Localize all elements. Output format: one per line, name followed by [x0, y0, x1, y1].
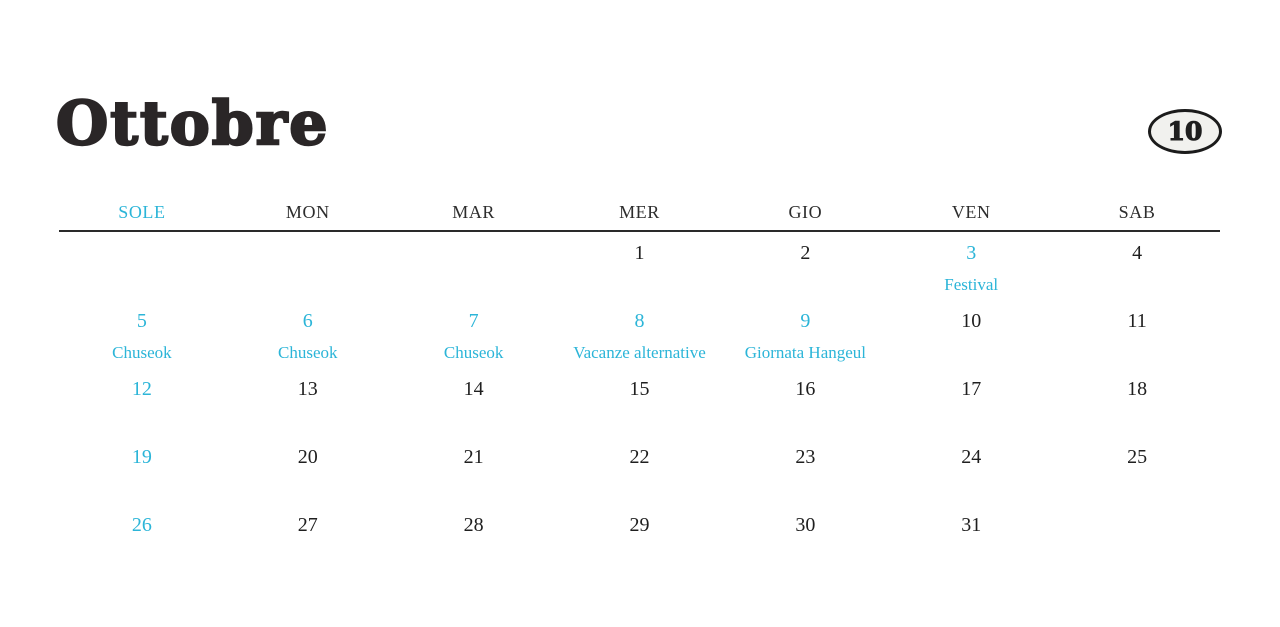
weeks: 1 2 3 Festival 4 5 Chuseok 6 Chuseok 7 Chuseok 8 Vac…: [59, 232, 1220, 572]
date-number: 11: [1127, 310, 1147, 332]
date-number: 13: [297, 378, 318, 400]
calendar-cell-empty: [59, 232, 225, 300]
calendar-cell-13: 13: [225, 368, 391, 436]
date-number: 2: [800, 242, 811, 264]
calendar-cell-11: 11: [1054, 300, 1220, 368]
date-number: 30: [795, 514, 816, 536]
date-number: 18: [1127, 378, 1148, 400]
calendar-cell-21: 21: [391, 436, 557, 504]
calendar-cell-30: 30: [722, 504, 888, 572]
date-number: 20: [297, 446, 318, 468]
calendar-cell-22: 22: [557, 436, 723, 504]
calendar-cell-8: 8 Vacanze alternative: [557, 300, 723, 368]
day-header-mon: MON: [285, 202, 330, 222]
calendar-cell-25: 25: [1054, 436, 1220, 504]
week-row: 12 13 14 15 16 17 18: [59, 368, 1220, 436]
calendar-cell-26: 26: [59, 504, 225, 572]
calendar-cell-27: 27: [225, 504, 391, 572]
day-header-sab: SAB: [1118, 202, 1156, 222]
date-number: 19: [131, 446, 152, 468]
date-number: 10: [961, 310, 982, 332]
calendar-cell-18: 18: [1054, 368, 1220, 436]
calendar-cell-1: 1: [557, 232, 723, 300]
day-header-row: SOLE MON MAR MER GIO VEN SAB: [59, 203, 1220, 232]
calendar-cell-10: 10: [888, 300, 1054, 368]
calendar-cell-7: 7 Chuseok: [391, 300, 557, 368]
calendar-cell-empty: [391, 232, 557, 300]
day-header-mer: MER: [619, 202, 660, 222]
date-number: 28: [463, 514, 484, 536]
date-number: 21: [463, 446, 484, 468]
date-number: 9: [800, 310, 811, 332]
date-number: 23: [795, 446, 816, 468]
calendar-cell-16: 16: [722, 368, 888, 436]
date-number: 1: [634, 242, 645, 264]
date-number: 17: [961, 378, 982, 400]
calendar-cell-6: 6 Chuseok: [225, 300, 391, 368]
month-number: 10: [1167, 116, 1203, 146]
date-number: 4: [1132, 242, 1143, 264]
date-number: 16: [795, 378, 816, 400]
calendar-cell-4: 4: [1054, 232, 1220, 300]
month-number-badge: 10: [1148, 109, 1222, 154]
date-number: 22: [629, 446, 650, 468]
calendar-cell-17: 17: [888, 368, 1054, 436]
day-header-mar: MAR: [452, 202, 496, 222]
event-label: Chuseok: [112, 343, 172, 362]
event-label: Chuseok: [443, 343, 504, 362]
calendar-cell-empty: [1054, 504, 1220, 572]
date-number: 14: [463, 378, 484, 400]
calendar-cell-9: 9 Giornata Hangeul: [722, 300, 888, 368]
date-number: 6: [302, 310, 313, 332]
calendar-cell-28: 28: [391, 504, 557, 572]
event-label: Festival: [944, 275, 999, 294]
calendar-cell-3: 3 Festival: [888, 232, 1054, 300]
calendar-cell-14: 14: [391, 368, 557, 436]
date-number: 8: [634, 310, 645, 332]
calendar-cell-15: 15: [557, 368, 723, 436]
calendar-cell-29: 29: [557, 504, 723, 572]
calendar-cell-5: 5 Chuseok: [59, 300, 225, 368]
week-row: 5 Chuseok 6 Chuseok 7 Chuseok 8 Vacanze alterna…: [59, 300, 1220, 368]
date-number: 15: [629, 378, 650, 400]
calendar-cell-24: 24: [888, 436, 1054, 504]
day-header-sole: SOLE: [118, 202, 166, 222]
date-number: 5: [136, 310, 147, 332]
date-number: 27: [297, 514, 318, 536]
calendar-cell-12: 12: [59, 368, 225, 436]
calendar-cell-2: 2: [722, 232, 888, 300]
day-header-ven: VEN: [951, 202, 991, 222]
week-row: 1 2 3 Festival 4: [59, 232, 1220, 300]
calendar-cell-20: 20: [225, 436, 391, 504]
event-label: Giornata Hangeul: [744, 343, 867, 362]
event-label: Chuseok: [278, 343, 338, 362]
date-number: 12: [131, 378, 152, 400]
week-row: 19 20 21 22 23 24 25: [59, 436, 1220, 504]
date-number: 31: [961, 514, 982, 536]
week-row: 26 27 28 29 30 31: [59, 504, 1220, 572]
calendar-cell-23: 23: [722, 436, 888, 504]
date-number: 7: [468, 310, 479, 332]
calendar-cell-empty: [225, 232, 391, 300]
calendar-cell-19: 19: [59, 436, 225, 504]
day-header-gio: GIO: [788, 202, 823, 222]
month-title: Ottobre: [55, 89, 330, 159]
date-number: 24: [961, 446, 982, 468]
date-number: 26: [131, 514, 152, 536]
date-number: 3: [966, 242, 977, 264]
date-number: 25: [1127, 446, 1148, 468]
date-number: 29: [629, 514, 650, 536]
event-label: Vacanze alternative: [573, 343, 706, 362]
calendar-cell-31: 31: [888, 504, 1054, 572]
calendar-grid: SOLE MON MAR MER GIO VEN SAB 1 2 3 Festival 4 5 Chus…: [59, 203, 1220, 572]
